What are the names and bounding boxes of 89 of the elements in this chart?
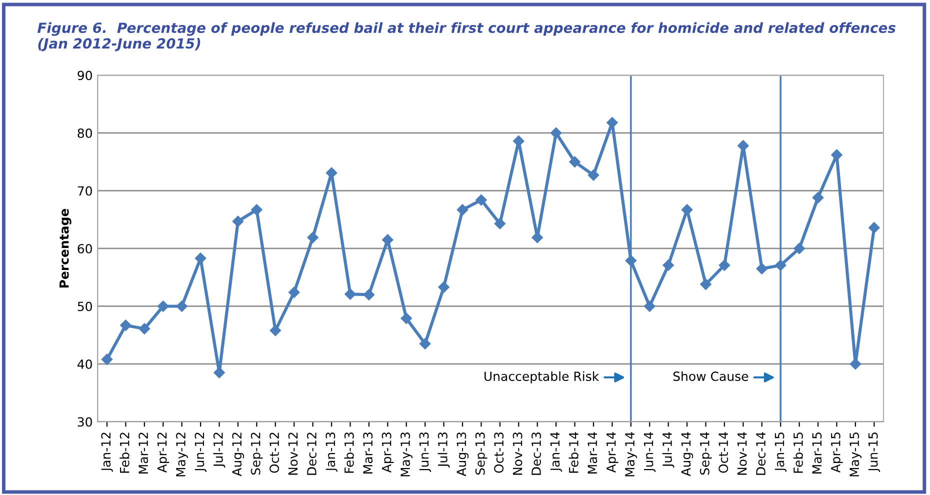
x-tick-label: Mar-14 xyxy=(588,432,598,474)
point xyxy=(494,218,506,230)
x-tick-label: Nov-12 xyxy=(288,432,298,475)
x-tick-label: Nov-14 xyxy=(738,432,747,475)
chart-title: Figure 6. Percentage of people refused bail at their first court appearance for homicide and related offences (Jan 2012-June 2015) xyxy=(37,22,896,52)
y-tick-label: 30 xyxy=(78,417,92,427)
ref-line-label: Show Cause xyxy=(673,371,748,382)
point xyxy=(662,260,674,271)
x-tick-label: Feb-15 xyxy=(793,432,803,473)
point xyxy=(270,324,282,336)
x-tick-label: Aug-13 xyxy=(456,432,469,476)
point xyxy=(794,242,805,254)
x-tick-label: Jul-14 xyxy=(662,432,674,468)
point xyxy=(681,204,693,216)
x-tick-label: Jan-12 xyxy=(101,432,113,472)
point xyxy=(288,286,300,298)
x-tick-label: Mar-12 xyxy=(138,432,148,474)
x-tick-label: Dec-12 xyxy=(306,432,316,475)
point xyxy=(400,312,412,324)
point xyxy=(756,263,768,274)
x-tick-label: Jun-14 xyxy=(644,432,656,472)
point xyxy=(738,140,749,152)
x-tick-label: May-14 xyxy=(625,432,637,476)
point xyxy=(625,255,637,266)
point xyxy=(774,260,786,271)
point xyxy=(438,282,450,293)
x-tick-label: Mar-13 xyxy=(363,432,373,474)
x-tick-label: Apr-12 xyxy=(157,432,170,473)
y-tick-label: 60 xyxy=(78,244,92,254)
x-tick-label: Apr-15 xyxy=(831,432,843,473)
point xyxy=(550,127,562,139)
point xyxy=(718,260,730,271)
y-tick-label: 40 xyxy=(77,359,92,369)
x-tick-label: Mar-15 xyxy=(812,432,822,474)
point xyxy=(138,323,150,334)
y-tick-label: 80 xyxy=(78,128,92,138)
x-tick-label: Aug-12 xyxy=(232,432,244,476)
point xyxy=(812,192,824,204)
point xyxy=(176,300,188,312)
y-axis-title: Percentage xyxy=(60,208,72,288)
point xyxy=(344,288,356,300)
x-tick-label: Oct-13 xyxy=(494,432,504,473)
x-tick-label: Sep-13 xyxy=(475,432,488,475)
point xyxy=(419,338,431,350)
x-tick-label: Jun-12 xyxy=(194,432,207,472)
ref-line-label: Unacceptable Risk xyxy=(484,371,600,384)
x-tick-label: Oct-14 xyxy=(718,432,728,473)
x-tick-label: Jan-14 xyxy=(550,432,562,472)
x-tick-label: Sep-12 xyxy=(250,432,263,475)
x-tick-label: Oct-12 xyxy=(270,432,280,473)
x-tick-label: Nov-13 xyxy=(512,432,522,475)
x-tick-label: Jun-13 xyxy=(419,432,432,472)
point xyxy=(363,289,375,300)
point xyxy=(232,216,244,227)
point xyxy=(700,278,712,290)
point xyxy=(158,300,169,312)
y-tick-label: 50 xyxy=(78,302,92,312)
x-tick-label: Feb-12 xyxy=(120,432,130,473)
point xyxy=(194,252,206,264)
point xyxy=(476,194,487,206)
y-tick-label: 70 xyxy=(78,186,92,196)
x-tick-label: Dec-14 xyxy=(756,432,766,475)
point xyxy=(214,367,225,378)
x-tick-label: Jun-15 xyxy=(868,432,880,472)
x-tick-label: Apr-13 xyxy=(382,432,394,473)
x-tick-label: Jan-13 xyxy=(326,432,338,472)
x-tick-label: Feb-14 xyxy=(568,432,578,473)
x-tick-label: Jul-12 xyxy=(213,432,226,468)
x-tick-label: Jul-13 xyxy=(438,432,450,468)
point xyxy=(456,204,468,216)
y-tick-label: 90 xyxy=(78,70,92,80)
point xyxy=(644,300,656,312)
point xyxy=(251,204,262,216)
point xyxy=(588,170,600,181)
x-tick-label: Dec-13 xyxy=(532,432,541,475)
point xyxy=(868,222,880,234)
x-tick-label: Aug-14 xyxy=(681,432,694,476)
x-tick-label: Feb-13 xyxy=(344,432,354,473)
x-tick-label: Jan-15 xyxy=(774,432,787,472)
x-tick-label: May-12 xyxy=(176,432,188,476)
x-tick-label: Sep-14 xyxy=(700,432,712,475)
point xyxy=(101,354,113,365)
x-tick-label: May-15 xyxy=(850,432,862,476)
point xyxy=(307,232,318,244)
point xyxy=(569,156,580,168)
point xyxy=(326,167,338,178)
x-tick-label: May-13 xyxy=(400,432,412,476)
x-tick-label: Apr-14 xyxy=(606,432,618,473)
point xyxy=(120,320,132,331)
